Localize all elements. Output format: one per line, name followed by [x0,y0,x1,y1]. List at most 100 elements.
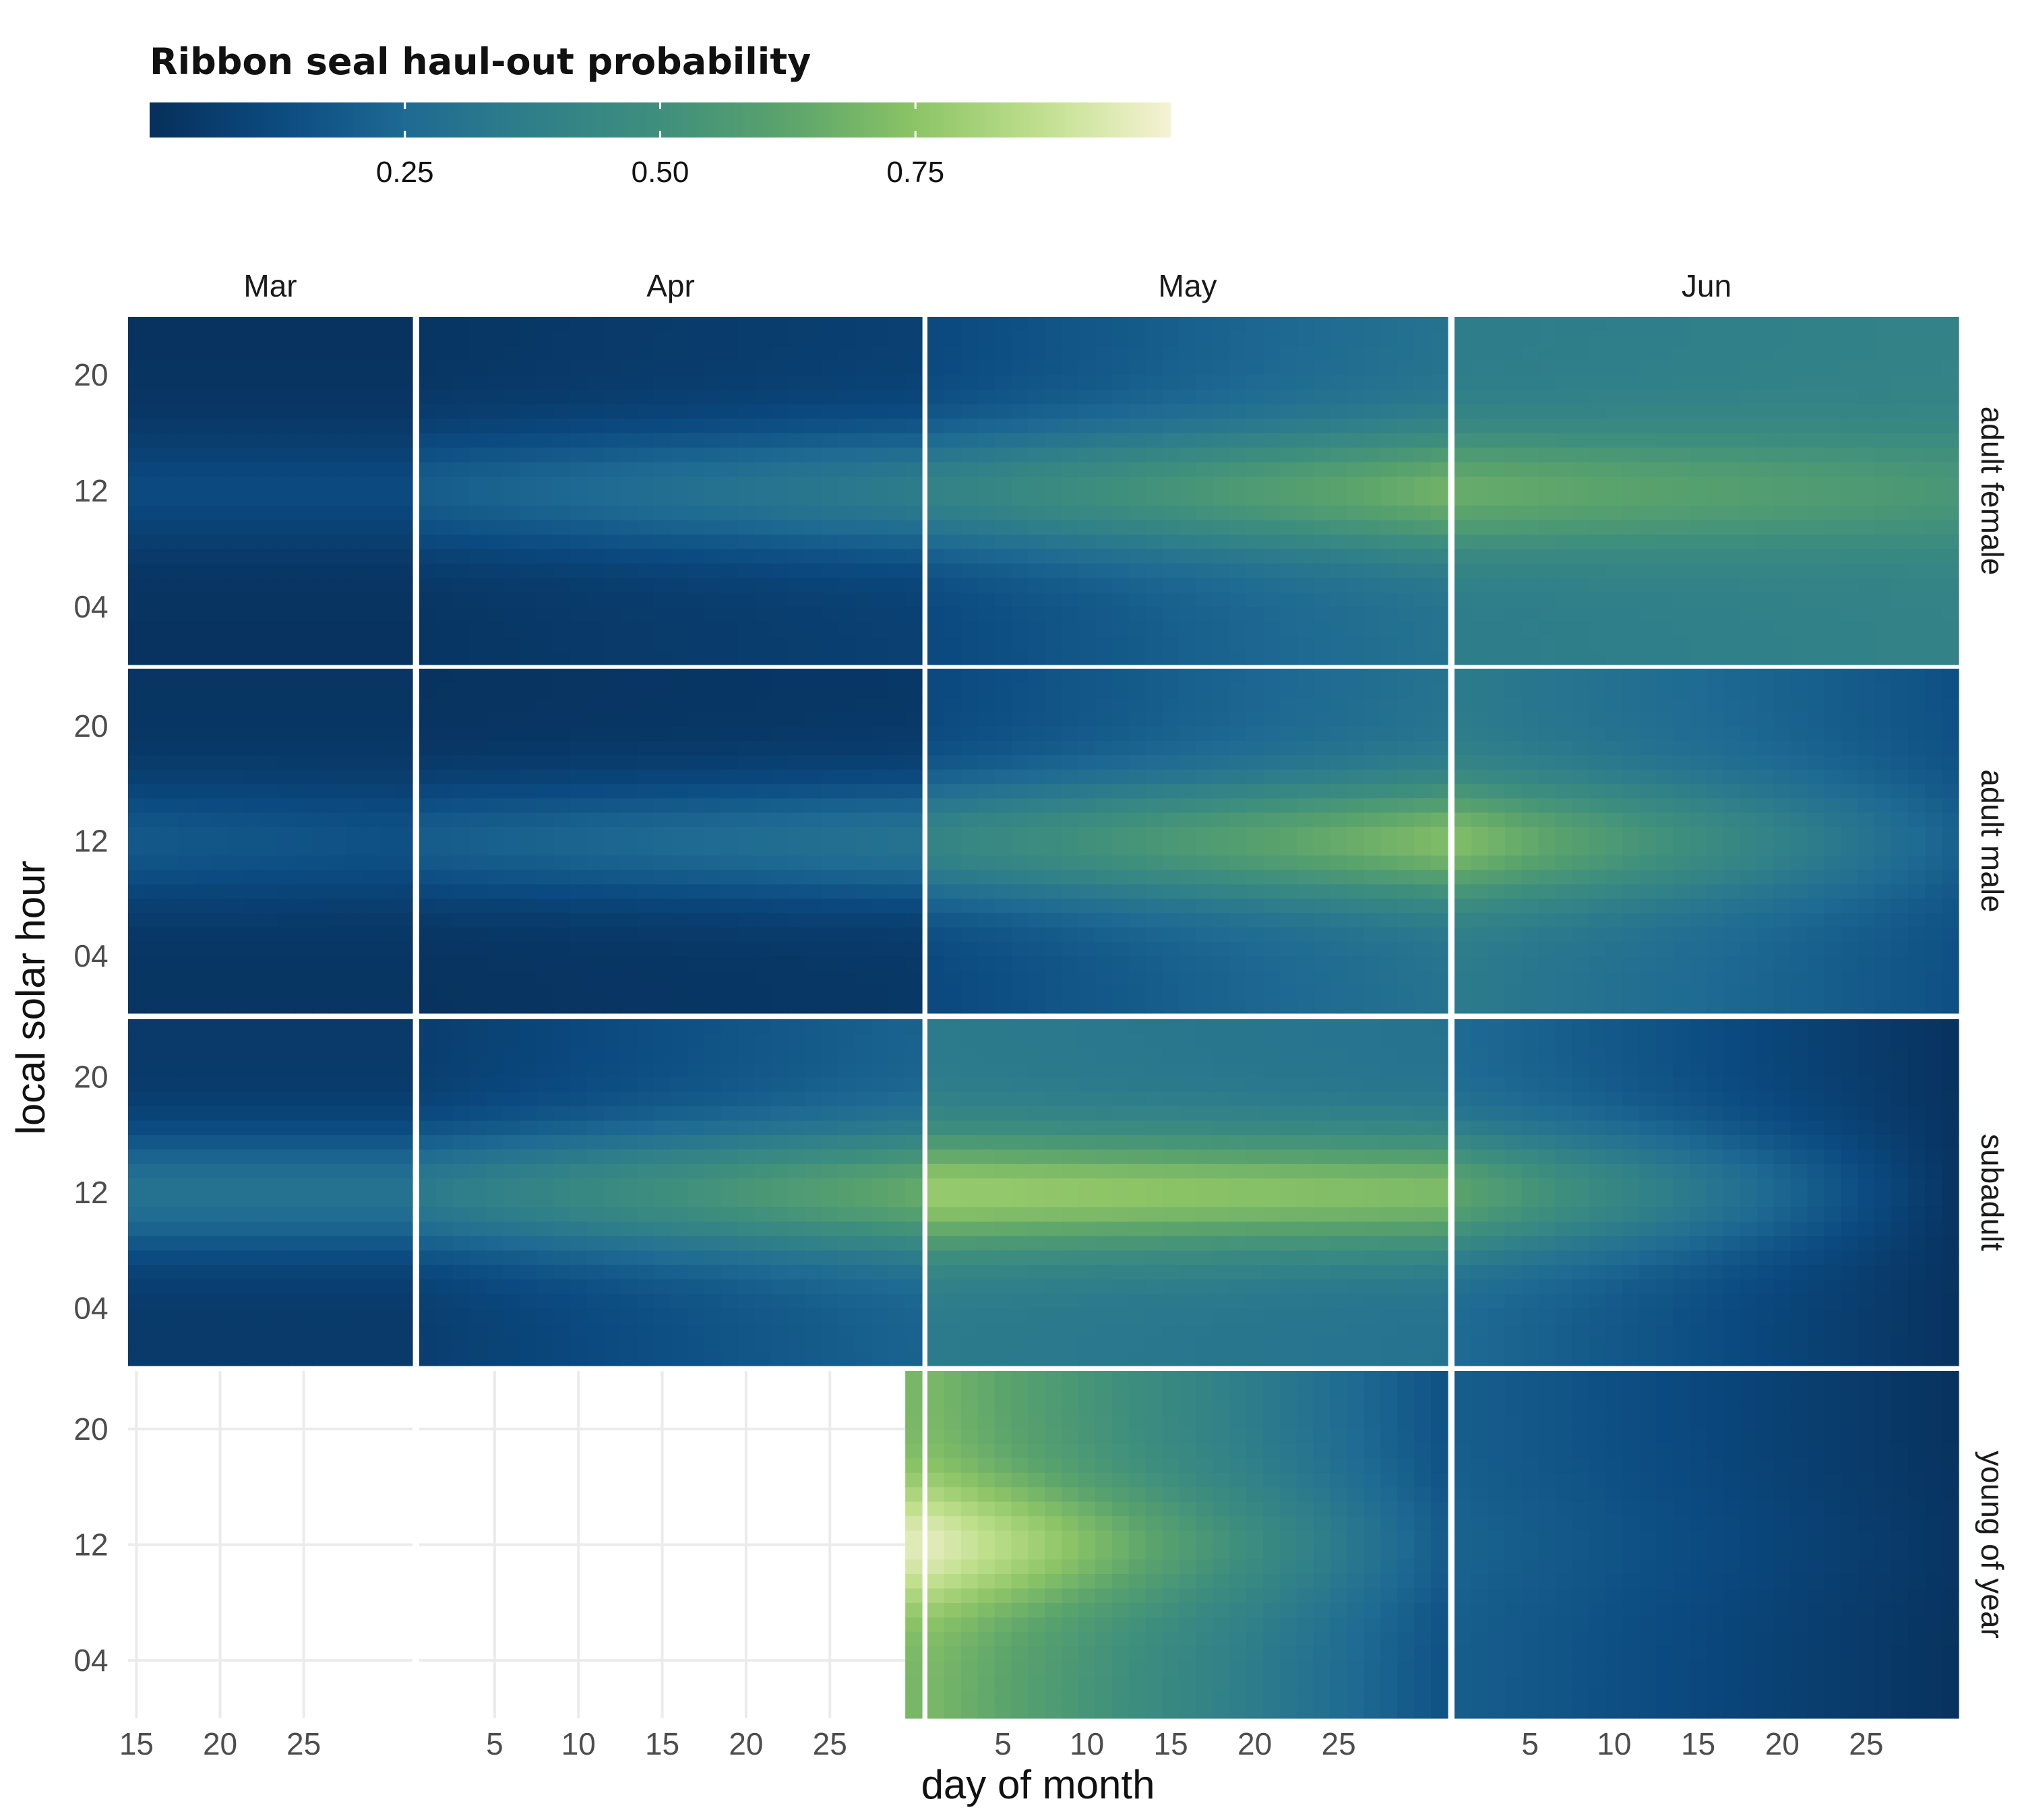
heat-cell [1874,375,1892,390]
heat-cell [1891,317,1909,332]
heat-cell [960,754,979,770]
heat-cell [1555,650,1573,665]
heat-cell [1011,462,1029,477]
heat-cell [295,476,313,491]
heat-cell [603,520,621,535]
heat-cell [228,812,246,827]
heat-cell [1538,389,1556,404]
heat-cell [637,360,654,375]
heat-cell [1454,711,1472,727]
heat-cell [1364,491,1381,506]
heat-cell [128,592,146,607]
heat-cell [396,812,413,827]
heat-cell [1521,476,1539,491]
heat-cell [603,841,621,856]
heat-cell [1128,346,1146,361]
heat-cell [1707,549,1724,564]
heat-cell [245,505,263,520]
heat-cell [1330,898,1348,913]
heat-cell [1279,941,1297,957]
heat-cell [1246,418,1264,433]
heat-cell [927,578,945,593]
heat-cell [1162,418,1180,433]
heat-cell [1111,462,1130,477]
heat-cell [1431,697,1448,712]
heat-cell [1740,740,1758,756]
heat-cell [1723,984,1741,1000]
heat-cell [262,697,280,712]
heat-cell [994,650,1012,665]
heat-cell [553,563,571,578]
heat-cell [804,927,822,942]
heat-cell [1229,783,1247,799]
heat-cell [245,578,263,593]
heat-cell [469,870,487,884]
heat-cell [1313,884,1331,899]
heat-cell [1128,447,1146,462]
heat-cell [1572,711,1590,727]
heat-cell [1504,375,1523,390]
heat-cell [128,491,146,506]
heat-cell [977,375,995,390]
heat-cell [1656,797,1674,813]
heat-cell [1179,697,1197,712]
heat-cell [1656,491,1674,506]
heat-cell [396,927,413,942]
heat-cell [1908,650,1926,665]
heat-cell [1246,563,1264,578]
heat-cell [871,404,889,419]
heat-cell [452,389,470,404]
heat-cell [1773,346,1791,361]
heat-cell [128,841,146,856]
heat-cell [1279,491,1297,506]
heat-cell [944,389,962,404]
heat-cell [1145,711,1163,727]
heat-cell [1011,826,1029,842]
heat-cell [295,826,313,842]
heat-cell [278,389,296,404]
heat-cell [1925,636,1942,651]
heat-cell [212,404,229,419]
heat-cell [1095,726,1113,741]
heat-cell [1773,812,1791,827]
heat-cell [1263,941,1281,957]
heat-cell [1246,927,1264,942]
heat-cell [944,563,962,578]
heat-cell [1364,998,1381,1014]
heat-cell [144,683,162,698]
heat-cell [704,754,722,770]
heat-cell [1196,592,1213,607]
heat-cell [721,841,739,856]
heat-cell [1504,462,1523,477]
heat-cell [570,346,588,361]
heat-cell [1673,636,1690,651]
heat-cell [469,927,487,942]
heat-cell [1431,621,1448,636]
heat-cell [1397,491,1415,506]
heat-cell [1471,898,1489,913]
heat-cell [721,534,739,549]
heat-cell [161,636,179,651]
heat-cell [144,621,162,636]
heat-cell [804,812,822,827]
heat-cell [1471,797,1489,813]
heat-cell [1488,578,1506,593]
heat-cell [994,955,1012,971]
heat-cell [977,826,995,842]
heat-cell [486,812,503,827]
heat-cell [1045,669,1062,684]
heat-cell [944,783,962,799]
heat-cell [195,375,212,390]
heat-cell [1196,534,1213,549]
heat-cell [927,650,945,665]
heat-cell [486,754,503,770]
heat-cell [278,592,296,607]
heat-cell [1196,884,1213,899]
heat-cell [994,418,1012,433]
heat-cell [435,578,454,593]
heatmap-panel-row [128,317,1959,665]
heat-cell [603,941,621,957]
heat-cell [905,912,923,928]
heat-cell [754,797,772,813]
heat-cell [435,941,454,957]
